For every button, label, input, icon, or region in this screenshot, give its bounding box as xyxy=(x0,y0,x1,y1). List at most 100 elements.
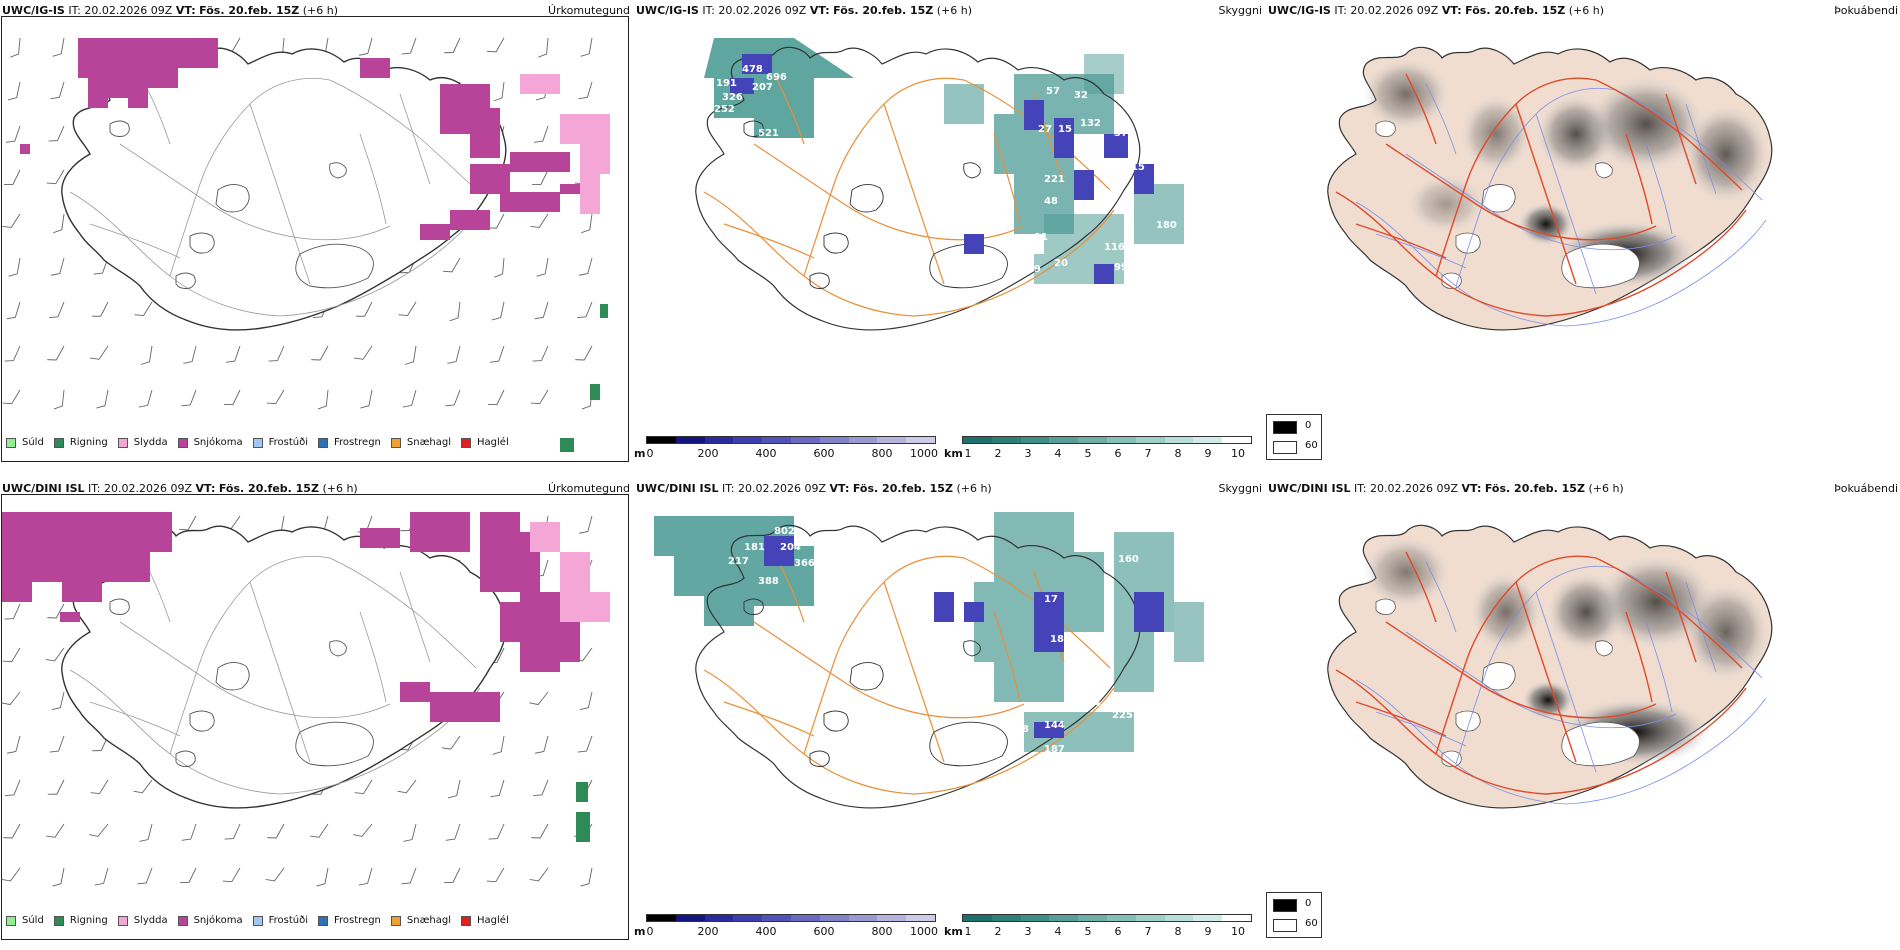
sleet-areas xyxy=(520,74,610,214)
low-ceiling-areas xyxy=(730,54,1154,284)
wind-barb xyxy=(529,691,549,706)
wind-barb xyxy=(535,735,549,754)
legend-item: Frostúði xyxy=(252,437,308,448)
tick-label: 3 xyxy=(1024,447,1032,460)
row-dini-isl: UWC/DINI ISL IT: 20.02.2026 09Z VT: Fös.… xyxy=(0,478,1900,948)
swatch xyxy=(6,437,16,448)
wind-barb xyxy=(96,389,109,409)
ceiling-label: 57 xyxy=(1046,86,1060,97)
tick-label: 2 xyxy=(994,447,1002,460)
tick-label: 2 xyxy=(994,925,1002,938)
it-value: 20.02.2026 09Z xyxy=(738,482,827,495)
precip-type-map xyxy=(2,37,610,452)
wind-barb xyxy=(52,37,65,57)
model-name: UWC/IG-IS xyxy=(1268,4,1331,17)
swatch xyxy=(252,915,263,926)
wind-barb xyxy=(486,867,505,883)
swatch xyxy=(318,915,328,926)
model-name: UWC/IG-IS xyxy=(636,4,699,17)
sleet-areas xyxy=(530,522,610,622)
lead-time: (+6 h) xyxy=(936,4,973,17)
lead-time: (+6 h) xyxy=(956,482,992,495)
legend-label: Súld xyxy=(22,437,44,448)
tick-label: 400 xyxy=(755,447,777,460)
wind-barb xyxy=(577,301,593,318)
ceiling-label: 162 xyxy=(1132,524,1153,535)
ceiling-label: 132 xyxy=(1080,118,1101,129)
wind-barb xyxy=(138,389,153,408)
wind-barb xyxy=(46,169,65,185)
wind-barb xyxy=(10,37,21,58)
wind-barb xyxy=(8,257,21,277)
swatch xyxy=(390,915,401,926)
wind-barb xyxy=(532,345,549,362)
wind-barb xyxy=(445,389,461,407)
swatch xyxy=(461,915,472,926)
wind-barb xyxy=(137,867,153,885)
wind-barb xyxy=(360,389,373,409)
ceiling-label: 252 xyxy=(714,104,735,115)
wind-barb xyxy=(487,213,505,229)
ceiling-label: 144 xyxy=(1044,720,1065,731)
swatch xyxy=(117,915,128,926)
wind-barb xyxy=(533,125,549,143)
swatch xyxy=(177,437,188,448)
ceiling-label: 259 xyxy=(1020,264,1041,275)
it-label: IT: xyxy=(1334,4,1347,17)
legend-label: Frostregn xyxy=(334,915,381,926)
wind-barb xyxy=(47,603,65,619)
vt-label: VT: xyxy=(829,482,850,495)
visibility-map: 478 696 191 207 326 252 521 57 32 27 15 … xyxy=(695,38,1195,331)
row-ig-is: UWC/IG-IS IT: 20.02.2026 09Z VT: Fös. 20… xyxy=(0,0,1900,470)
legend-label: Snæhagl xyxy=(406,915,452,926)
ceiling-label: 900 xyxy=(1074,522,1095,533)
tick-label: 1000 xyxy=(910,447,938,460)
it-value: 20.02.2026 09Z xyxy=(104,482,193,495)
ceiling-label: 17 xyxy=(1044,594,1058,605)
wind-barb xyxy=(51,257,65,276)
wind-barb xyxy=(397,779,417,794)
wind-barb xyxy=(52,867,65,887)
it-label: IT: xyxy=(68,4,81,17)
panel-title: Úrkomutegund xyxy=(548,4,630,17)
swatch xyxy=(53,915,64,926)
wind-barb xyxy=(580,37,593,57)
ceiling-label: 37 xyxy=(1114,128,1128,139)
ceiling-label: 478 xyxy=(742,64,763,75)
vt-label: VT: xyxy=(1461,482,1482,495)
wind-barb xyxy=(1,691,21,706)
fog-panel: UWC/IG-IS IT: 20.02.2026 09Z VT: Fös. 20… xyxy=(1266,0,1900,470)
tick-label: 200 xyxy=(697,447,719,460)
wind-barb xyxy=(489,345,505,363)
tick-label: 800 xyxy=(871,447,893,460)
ceiling-label: 326 xyxy=(722,92,743,103)
wind-barb xyxy=(494,257,505,278)
panel-title: Skyggni xyxy=(1218,4,1262,17)
snow-areas xyxy=(20,38,580,240)
tick-label: 0 xyxy=(646,925,654,938)
lead-time: (+6 h) xyxy=(1568,4,1605,17)
legend-item: Frostregn xyxy=(318,437,381,448)
wind-barb xyxy=(53,213,65,234)
fog-panel: UWC/DINI ISL IT: 20.02.2026 09Z VT: Fös.… xyxy=(1266,478,1900,948)
fog-legend-high: 0 xyxy=(1305,898,1312,909)
tick-label: 4 xyxy=(1054,925,1062,938)
model-name: UWC/DINI ISL xyxy=(1268,482,1351,495)
ceiling-label: 315 xyxy=(1124,162,1145,173)
ceiling-colorbar: m 0 200 400 600 800 1000 xyxy=(634,914,940,940)
snow-areas xyxy=(2,512,580,722)
precip-type-panel: UWC/DINI ISL IT: 20.02.2026 09Z VT: Fös.… xyxy=(0,478,632,948)
panel-title: Úrkomutegund xyxy=(548,482,630,495)
lead-time: (+6 h) xyxy=(322,482,358,495)
wind-barb xyxy=(48,125,65,142)
it-value: 20.02.2026 09Z xyxy=(1370,482,1459,495)
swatch xyxy=(461,437,472,448)
legend-item: Slydda xyxy=(117,437,168,448)
fog-map xyxy=(1327,524,1773,809)
wind-barb xyxy=(6,301,21,320)
wind-barb xyxy=(531,823,549,839)
model-name: UWC/IG-IS xyxy=(2,4,65,17)
vt-value: Fös. 20.feb. 15Z xyxy=(852,482,953,495)
ceiling-label: 225 xyxy=(1112,710,1133,721)
ceiling-label: 521 xyxy=(758,128,779,139)
